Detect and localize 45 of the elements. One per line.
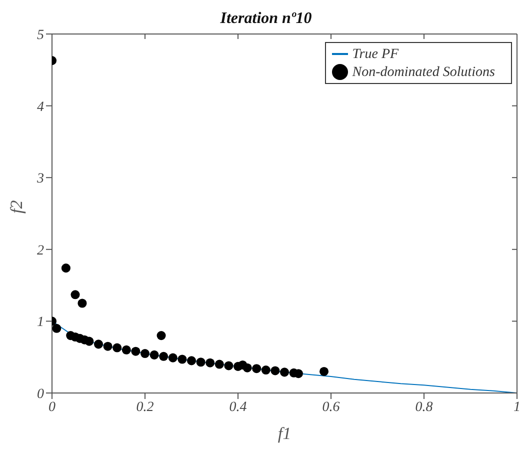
point xyxy=(84,336,94,346)
x-axis-title: f1 xyxy=(278,424,292,443)
x-tick-label: 1 xyxy=(514,400,520,415)
x-tick-label: 0 xyxy=(48,400,56,415)
y-tick-label: 3 xyxy=(36,172,44,187)
point xyxy=(224,361,234,370)
point xyxy=(280,368,290,377)
point xyxy=(52,324,62,333)
x-tick-label: 0.2 xyxy=(136,400,154,415)
point xyxy=(61,264,70,273)
point xyxy=(156,331,166,340)
x-tick-label: 0.6 xyxy=(322,400,340,415)
point xyxy=(140,349,150,358)
point xyxy=(103,342,112,351)
point xyxy=(206,358,215,368)
point xyxy=(122,345,131,354)
point xyxy=(112,343,122,352)
y-tick-label: 5 xyxy=(37,28,44,43)
point xyxy=(150,350,159,360)
chart-title: Iteration nº10 xyxy=(219,10,313,28)
point xyxy=(242,363,252,372)
point xyxy=(78,298,87,308)
y-tick-label: 1 xyxy=(37,315,44,330)
point xyxy=(178,354,187,364)
y-tick-label: 2 xyxy=(37,243,44,258)
point xyxy=(196,358,206,367)
legend-label: True PF xyxy=(352,47,399,62)
point xyxy=(186,356,196,366)
x-tick-label: 0.8 xyxy=(415,400,433,415)
point xyxy=(94,340,104,349)
point xyxy=(233,362,243,371)
point xyxy=(252,364,262,374)
point xyxy=(159,352,168,361)
point xyxy=(70,290,80,300)
y-tick-label: 4 xyxy=(37,100,44,115)
point xyxy=(131,346,140,356)
legend-label: Non-dominated Solutions xyxy=(352,65,495,80)
point xyxy=(270,366,280,376)
x-tick-label: 0.4 xyxy=(229,400,247,415)
y-axis-title: f2 xyxy=(7,200,26,214)
point xyxy=(168,353,178,362)
point xyxy=(261,366,270,375)
y-tick-label: 0 xyxy=(37,386,44,402)
point xyxy=(214,360,224,369)
point xyxy=(320,366,329,376)
